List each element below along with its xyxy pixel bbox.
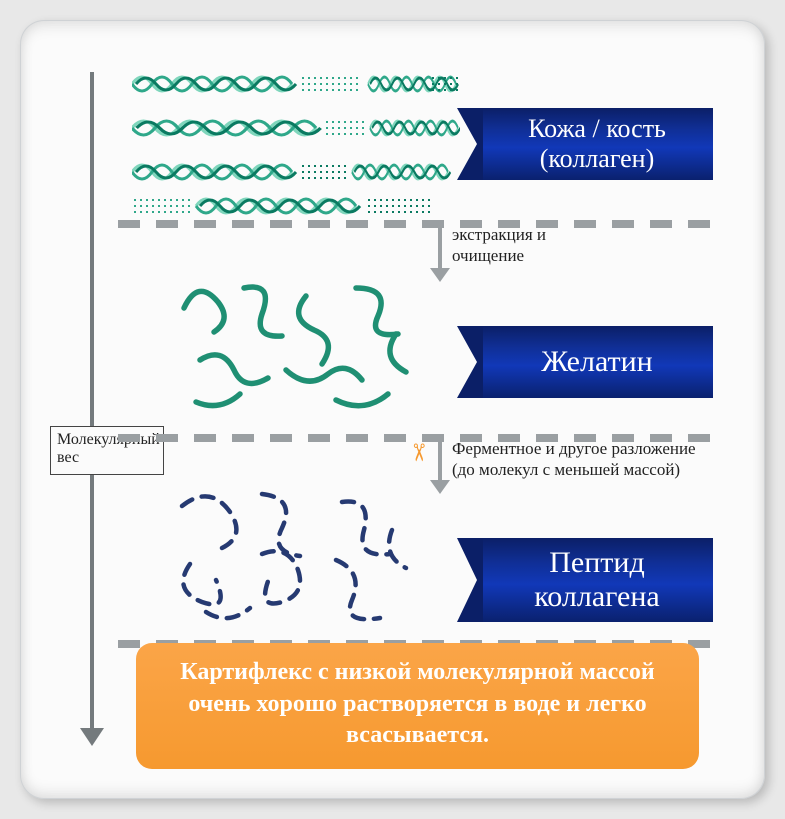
stage-tag-collagen: Кожа / кость(коллаген) bbox=[481, 108, 713, 180]
process-arrow-2 bbox=[438, 442, 442, 482]
process-caption-1: экстракция иочищение bbox=[452, 224, 546, 267]
axis-line bbox=[90, 72, 94, 732]
scissors-icon: ✂ bbox=[404, 442, 433, 462]
process-arrow-1 bbox=[438, 228, 442, 270]
gelatin-illustration bbox=[166, 274, 436, 424]
process-caption-2: Ферментное и другое разложение(до молеку… bbox=[452, 438, 696, 481]
bevel-frame: Молекулярный вес bbox=[20, 20, 765, 799]
collagen-helix-illustration bbox=[132, 66, 460, 216]
stage-tag-gelatin: Желатин bbox=[481, 326, 713, 398]
stage-tag-label: Пептидколлагена bbox=[534, 546, 660, 615]
stage-tag-peptide: Пептидколлагена bbox=[481, 538, 713, 622]
divider-1 bbox=[118, 220, 713, 228]
diagram-canvas: Молекулярный вес bbox=[46, 50, 739, 773]
stage-tag-label: Кожа / кость(коллаген) bbox=[528, 114, 666, 174]
axis-arrowhead bbox=[80, 728, 104, 746]
peptide-illustration bbox=[152, 480, 432, 636]
footer-badge: Картифлекс с низкой молекулярной массой … bbox=[136, 643, 699, 769]
stage-tag-label: Желатин bbox=[541, 345, 652, 380]
